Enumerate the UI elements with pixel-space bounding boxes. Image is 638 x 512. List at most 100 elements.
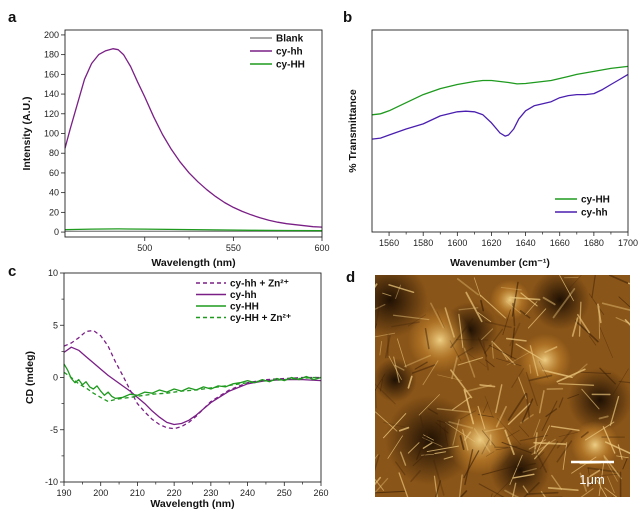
- afm-fibril: [597, 303, 602, 324]
- afm-fibril: [395, 284, 401, 299]
- panel-letter-d: d: [346, 269, 355, 286]
- afm-bright-region: [446, 406, 514, 474]
- afm-fibril: [375, 383, 396, 405]
- afm-fibril: [542, 296, 556, 306]
- y-tick-label: 20: [49, 207, 59, 217]
- afm-fibril: [588, 293, 605, 316]
- afm-fibril: [511, 367, 525, 388]
- afm-fibril: [383, 413, 407, 439]
- afm-fibril: [375, 283, 378, 289]
- afm-fibril: [473, 428, 491, 453]
- legend-label: cy-hh: [276, 47, 303, 58]
- afm-fibril: [422, 360, 439, 386]
- afm-fibril: [501, 441, 532, 454]
- afm-fibril: [463, 388, 475, 425]
- afm-fibril: [571, 456, 597, 474]
- afm-fibril: [457, 357, 484, 366]
- afm-fibril: [504, 489, 520, 497]
- y-axis-label: % Transmittance: [347, 89, 359, 173]
- x-tick-label: 1580: [413, 238, 433, 248]
- plot-frame: [63, 272, 322, 483]
- afm-fibril: [387, 435, 403, 459]
- afm-fibril: [383, 422, 405, 428]
- afm-fibril: [375, 332, 396, 338]
- afm-fibril: [443, 456, 454, 460]
- afm-fibril: [484, 395, 493, 417]
- afm-fibril: [481, 430, 496, 447]
- afm-fibril: [451, 355, 459, 380]
- afm-fibril: [588, 469, 601, 478]
- afm-fibril: [421, 453, 435, 456]
- y-tick-label: -5: [50, 425, 58, 435]
- series-group: [64, 48, 323, 232]
- afm-dark-region: [530, 275, 590, 330]
- afm-fibril: [496, 358, 522, 367]
- afm-fibril: [459, 490, 468, 497]
- afm-fibril: [422, 442, 433, 449]
- plot-frame: [371, 29, 629, 233]
- afm-fibril: [411, 364, 436, 374]
- legend-label: cy-HH + Zn²⁺: [230, 313, 291, 324]
- afm-bright-region: [571, 421, 619, 469]
- y-tick-label: -10: [45, 477, 58, 487]
- afm-fibril: [463, 450, 480, 479]
- y-tick-label: 5: [53, 320, 58, 330]
- afm-fibril: [463, 347, 476, 378]
- afm-fibril: [434, 480, 442, 497]
- afm-fibril: [526, 491, 559, 495]
- afm-fibril: [375, 454, 380, 472]
- afm-fibril: [509, 454, 523, 486]
- afm-fibril: [598, 305, 601, 339]
- afm-fibril: [600, 473, 620, 476]
- y-axis-label: CD (mdeg): [24, 351, 36, 404]
- afm-fibril: [382, 292, 392, 297]
- chart-c-circular-dichroism: 190 200 210 220 230 240 250 260 -10 -5 0 5 10 Wavelen…: [24, 268, 329, 510]
- afm-fibril: [496, 418, 522, 445]
- afm-fibril: [375, 490, 405, 494]
- afm-fibril: [482, 401, 489, 414]
- afm-fibril: [612, 368, 629, 395]
- afm-fibril: [407, 442, 420, 454]
- afm-image: [375, 275, 630, 497]
- afm-fibril: [379, 340, 383, 356]
- x-tick-label: 600: [314, 243, 329, 253]
- afm-fibril: [456, 346, 474, 358]
- afm-fibril: [433, 459, 445, 496]
- y-tick-label: 80: [49, 148, 59, 158]
- afm-fibril: [538, 390, 545, 414]
- afm-fibril: [556, 440, 573, 463]
- afm-fibril: [481, 465, 516, 476]
- x-tick-label: 1700: [618, 238, 638, 248]
- afm-fibril: [521, 398, 534, 423]
- x-tick-label: 190: [56, 488, 71, 498]
- afm-fibril: [541, 400, 558, 432]
- afm-fibril: [603, 455, 622, 480]
- afm-fibril: [388, 284, 415, 294]
- afm-fibril: [518, 425, 530, 437]
- afm-fibril: [459, 435, 465, 451]
- afm-fibril: [458, 313, 464, 348]
- afm-fibril: [539, 440, 559, 470]
- panel-letter-c: c: [8, 263, 16, 280]
- afm-fibril: [545, 408, 558, 418]
- y-tick-label: 140: [44, 89, 59, 99]
- x-tick-label: 240: [240, 488, 255, 498]
- afm-fibril: [534, 449, 548, 473]
- afm-fibril: [437, 419, 450, 425]
- afm-fibril: [579, 472, 588, 492]
- afm-fibril: [459, 410, 477, 420]
- afm-fibril: [379, 378, 384, 392]
- afm-fibril: [437, 374, 463, 381]
- afm-fibril: [458, 474, 463, 497]
- afm-fibril: [452, 396, 472, 411]
- afm-fibril: [410, 470, 421, 483]
- afm-fibril: [624, 319, 630, 326]
- afm-fibril: [559, 275, 574, 302]
- y-tick-label: 0: [54, 227, 59, 237]
- y-tick-label: 200: [44, 30, 59, 40]
- afm-fibril: [450, 318, 474, 349]
- afm-fibril: [556, 368, 586, 383]
- afm-fibril: [511, 281, 519, 317]
- afm-fibril: [388, 355, 402, 381]
- series-group: [371, 65, 629, 140]
